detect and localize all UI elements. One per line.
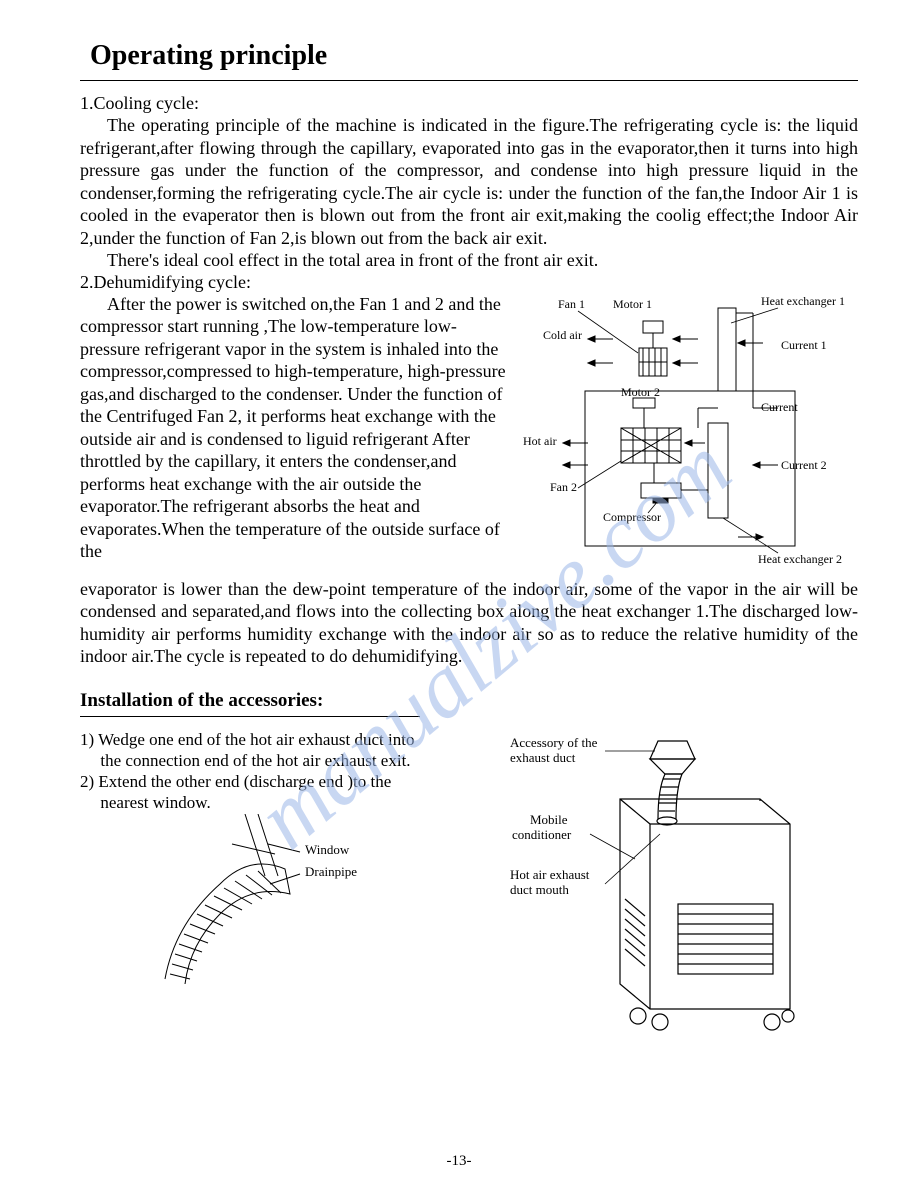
label-drainpipe: Drainpipe: [305, 864, 357, 879]
label-hotduct2: duct mouth: [510, 882, 569, 897]
page-title: Operating principle: [90, 40, 858, 72]
section-1-label: 1.Cooling cycle:: [80, 93, 858, 114]
label-accessory2: exhaust duct: [510, 750, 576, 765]
label-conditioner: conditioner: [512, 827, 572, 842]
label-fan1: Fan 1: [558, 297, 585, 311]
paragraph-3b: evaporator is lower than the dew-point t…: [80, 578, 858, 668]
label-compressor: Compressor: [603, 510, 661, 524]
paragraph-3a: After the power is switched on,the Fan 1…: [80, 293, 513, 563]
label-current2: Current 2: [781, 458, 827, 472]
install-step-2b: nearest window.: [100, 793, 210, 812]
ac-unit-figure: Accessory of the exhaust duct Mobile con…: [510, 729, 840, 1049]
install-subtitle: Installation of the accessories:: [80, 690, 858, 712]
label-motor1: Motor 1: [613, 297, 652, 311]
paragraph-2: There's ideal cool effect in the total a…: [80, 249, 858, 272]
label-mobile: Mobile: [530, 812, 568, 827]
label-he2: Heat exchanger 2: [758, 552, 842, 566]
window-drainpipe-figure: Window Drainpipe: [150, 814, 430, 984]
label-window: Window: [305, 842, 350, 857]
label-current: Current: [761, 400, 798, 414]
section-2-label: 2.Dehumidifying cycle:: [80, 272, 858, 293]
subtitle-rule: [80, 716, 420, 717]
title-rule: [80, 80, 858, 81]
paragraph-1: The operating principle of the machine i…: [80, 114, 858, 249]
install-step-1: 1) Wedge one end of the hot air exhaust …: [80, 730, 414, 749]
label-accessory1: Accessory of the: [510, 735, 598, 750]
label-hotduct1: Hot air exhaust: [510, 867, 590, 882]
page-number: -13-: [0, 1153, 918, 1170]
install-step-2: 2) Extend the other end (discharge end )…: [80, 772, 391, 791]
label-fan2: Fan 2: [550, 480, 577, 494]
label-current1: Current 1: [781, 338, 827, 352]
schematic-diagram: Fan 1 Motor 1 Cold air Heat exchanger 1 …: [523, 293, 858, 573]
label-hotair: Hot air: [523, 434, 557, 448]
label-he1: Heat exchanger 1: [761, 294, 845, 308]
install-step-1b: the connection end of the hot air exhaus…: [100, 751, 410, 770]
label-coldair: Cold air: [543, 328, 582, 342]
label-motor2: Motor 2: [621, 385, 660, 399]
